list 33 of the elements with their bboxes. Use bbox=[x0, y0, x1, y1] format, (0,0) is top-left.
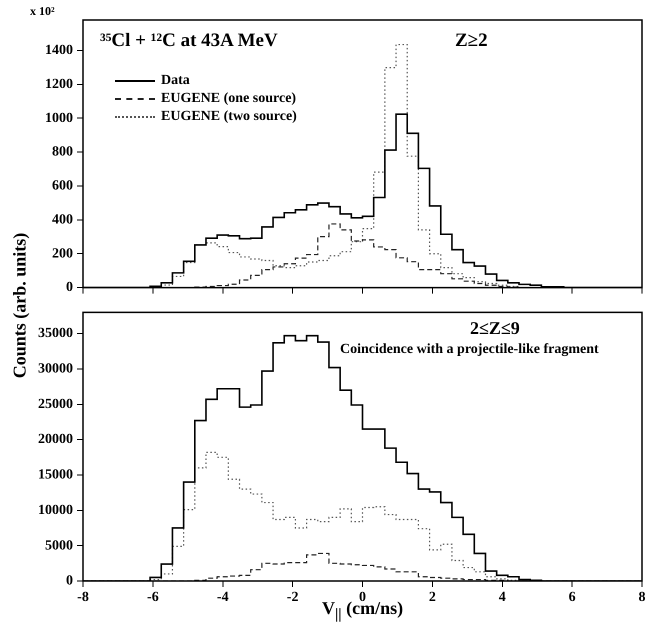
x-tick-label: -4 bbox=[216, 590, 229, 606]
x-tick-label: 6 bbox=[568, 590, 576, 606]
annotation: Z≥2 bbox=[455, 30, 488, 52]
annotation: ³⁵Cl + ¹²C at 43A MeV bbox=[100, 30, 278, 52]
y-tick-label: 5000 bbox=[45, 538, 73, 554]
y-tick-label: 1000 bbox=[45, 110, 73, 126]
y-tick-label: 25000 bbox=[38, 396, 73, 412]
y-tick-label: 35000 bbox=[38, 326, 73, 342]
y-tick-label: 200 bbox=[52, 246, 73, 262]
legend-label: Data bbox=[161, 72, 190, 90]
y-tick-label: 1400 bbox=[45, 43, 73, 58]
x-tick-label: 8 bbox=[638, 590, 646, 606]
y-tick-label: 30000 bbox=[38, 362, 73, 377]
annotation: 2≤Z≤9 bbox=[470, 318, 520, 339]
x-tick-label: 2 bbox=[428, 590, 436, 606]
text: x 10² bbox=[30, 4, 55, 19]
x-tick-label: 4 bbox=[498, 590, 506, 606]
x-tick-label: -6 bbox=[147, 590, 159, 606]
y-tick-label: 15000 bbox=[38, 468, 73, 483]
y-tick-label: 0 bbox=[66, 574, 73, 589]
x-tick-label: -2 bbox=[286, 590, 298, 606]
y-axis-title: Counts (arb. units) bbox=[9, 232, 30, 378]
y-tick-label: 800 bbox=[52, 144, 73, 160]
y-tick-label: 0 bbox=[66, 280, 73, 296]
y-tick-label: 600 bbox=[52, 178, 73, 194]
y-tick-label: 1200 bbox=[45, 76, 73, 92]
legend-label: EUGENE (one source) bbox=[161, 90, 296, 108]
annotation: Coincidence with a projectile-like fragment bbox=[340, 342, 599, 358]
x-tick-label: -8 bbox=[77, 590, 89, 606]
y-tick-label: 10000 bbox=[38, 502, 73, 518]
legend-label: EUGENE (two source) bbox=[161, 108, 297, 126]
y-tick-label: 400 bbox=[52, 212, 73, 228]
y-tick-label: 20000 bbox=[38, 432, 73, 448]
